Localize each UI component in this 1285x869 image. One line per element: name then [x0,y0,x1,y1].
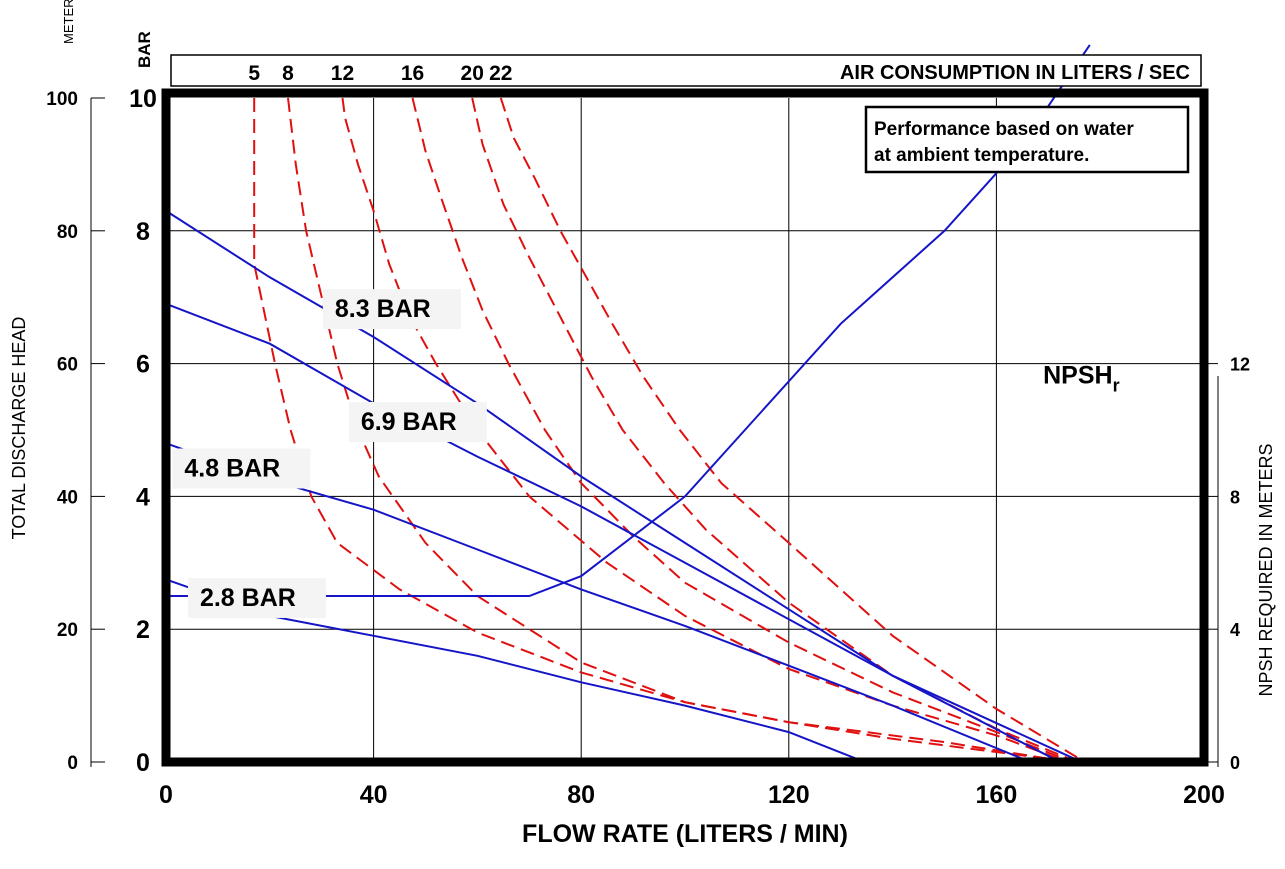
pressure-curves [165,210,1075,760]
left-meters-tick-label: 80 [57,222,78,243]
npsh-label-main: NPSH [1043,362,1112,390]
x-tick-label: 80 [567,781,595,809]
x-tick-label: 160 [976,781,1018,809]
right-axis-tick-label: 8 [1230,487,1240,507]
air-curve-22 [499,97,1080,760]
air-curve-8 [287,97,1049,760]
x-axis-ticks: 0 40 80 120 160 200 [159,781,1225,809]
series-label-2-8-bar: 2.8 BAR [200,584,296,612]
left-bar-tick-label: 8 [136,218,150,246]
y-left-title: TOTAL DISCHARGE HEAD [9,317,29,540]
air-tick-label-12: 12 [331,62,354,85]
x-tick-label: 120 [768,781,810,809]
note-line-2: at ambient temperature. [874,145,1089,166]
series-label-bg [172,448,311,489]
air-axis-box [170,54,1202,87]
air-tick-label-20: 20 [461,62,484,85]
series-label-4-8-bar: 4.8 BAR [184,454,280,482]
air-tick-label-22: 22 [489,62,512,85]
x-tick-label: 40 [360,781,388,809]
air-curve-5 [253,98,1049,760]
air-curve-20 [471,97,1070,760]
meters-unit-label: METERS [61,0,76,44]
series-label-bg [322,289,461,330]
series-label-8-3-bar: 8.3 BAR [335,295,431,323]
npsh-label: NPSHr [1043,362,1119,396]
right-npsh-axis: 0 4 8 12 [1204,355,1250,773]
performance-note: Performance based on water at ambient te… [864,105,1190,174]
pressure-curve-4-8-bar [165,442,1023,760]
left-meters-tick-label: 0 [67,753,78,774]
note-box [864,105,1190,174]
left-meters-axis: 0 20 40 60 80 100 [46,89,105,774]
left-bar-tick-label: 0 [136,749,150,777]
left-bar-tick-label: 2 [136,616,150,644]
grid-lines [166,98,1204,762]
left-meters-tick-label: 100 [46,89,78,110]
right-axis-tick-label: 12 [1230,355,1250,375]
series-label-bg [348,402,487,442]
left-meters-tick-label: 20 [57,620,78,641]
bar-unit-label: BAR [135,31,154,68]
plot-frame [161,88,1209,767]
air-axis-title: AIR CONSUMPTION IN LITERS / SEC [840,62,1190,84]
pressure-curve-6-9-bar [165,302,1054,760]
left-meters-tick-label: 40 [57,487,78,508]
left-bar-tick-label: 10 [129,85,157,113]
air-tick-label-16: 16 [401,62,424,85]
air-axis-ticks: 5 8 12 16 20 22 [248,62,512,85]
air-curve-16 [411,97,1065,760]
x-axis-title: FLOW RATE (LITERS / MIN) [522,820,848,848]
left-bar-tick-label: 4 [136,483,150,511]
note-line-1: Performance based on water [874,119,1134,140]
air-tick-label-8: 8 [282,62,294,85]
x-tick-label: 200 [1183,781,1225,809]
air-tick-label-5: 5 [248,62,260,85]
left-bar-tick-label: 6 [136,351,150,379]
series-label-6-9-bar: 6.9 BAR [361,408,457,436]
air-consumption-axis: AIR CONSUMPTION IN LITERS / SEC 5 8 12 16 20… [170,54,1202,87]
left-meters-tick-label: 60 [57,355,78,376]
npsh-label-sub: r [1113,376,1120,396]
left-bar-axis: 0 2 4 6 8 10 [129,85,157,777]
y-right-title: NPSH REQUIRED IN METERS [1256,443,1276,696]
pressure-curve-8-3-bar [165,210,1075,760]
series-labels: 8.3 BAR 6.9 BAR 4.8 BAR 2.8 BAR NPSHr [172,289,1120,618]
pressure-curve-2-8-bar [165,578,857,760]
right-axis-tick-label: 0 [1230,753,1240,773]
right-axis-tick-label: 4 [1230,620,1240,640]
x-tick-label: 0 [159,781,173,809]
series-label-bg [187,577,326,618]
